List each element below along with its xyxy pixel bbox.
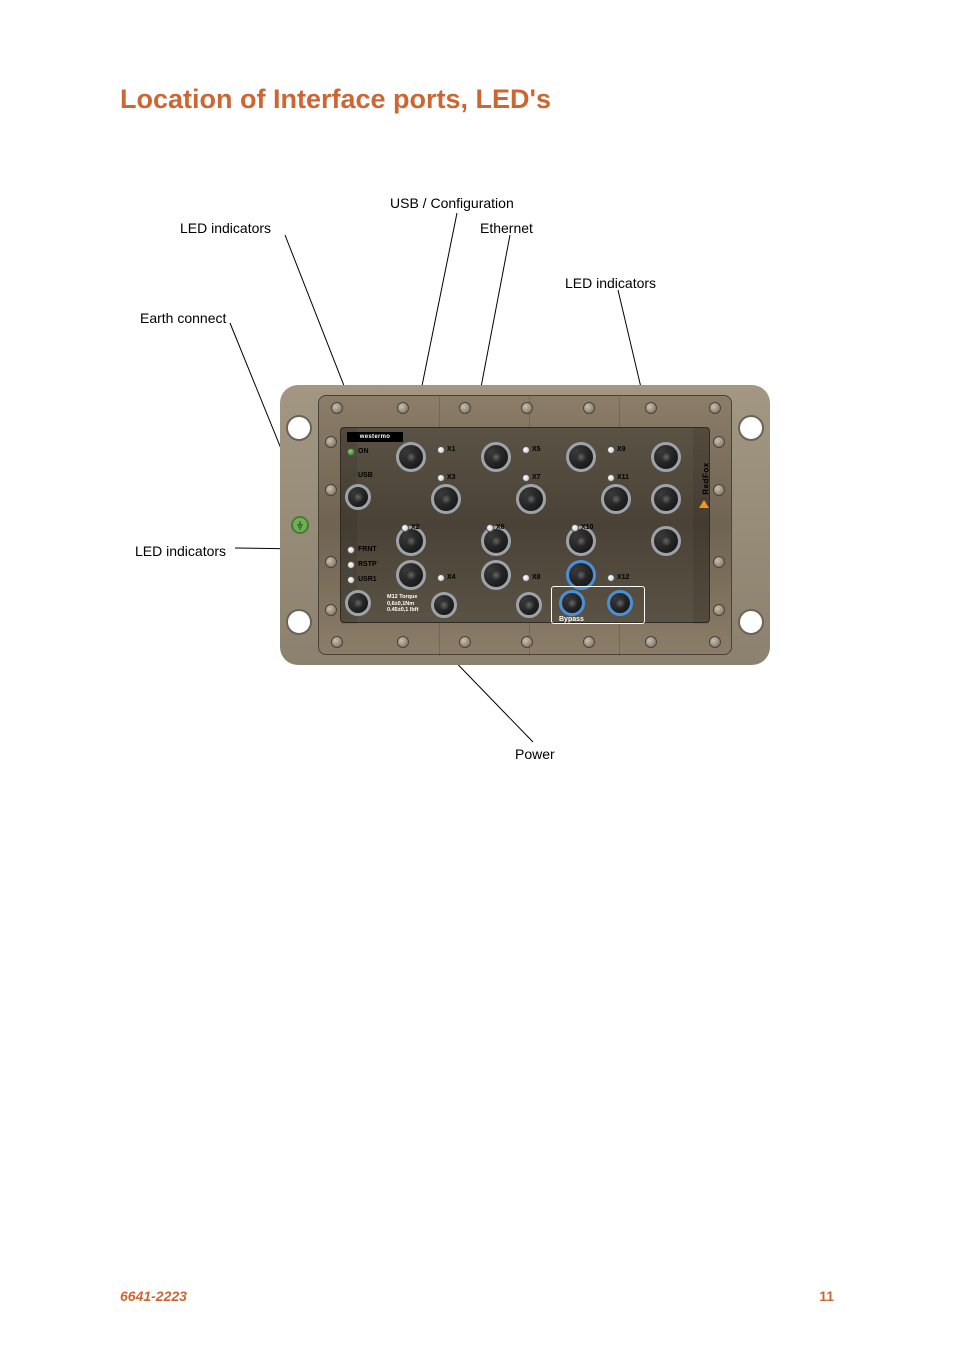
- label-x6: X6: [496, 524, 505, 531]
- bezel-screw: [331, 402, 343, 414]
- bezel-screw: [459, 636, 471, 648]
- led-x4: [437, 574, 445, 582]
- label-x5: X5: [532, 446, 541, 453]
- port-x8-group: [481, 560, 511, 590]
- callout-led-right: LED indicators: [565, 275, 656, 291]
- led-on: [347, 448, 355, 456]
- mount-hole-br: [738, 609, 764, 635]
- led-on-label: ON: [358, 448, 369, 455]
- bezel-screw: [459, 402, 471, 414]
- led-x11: [607, 474, 615, 482]
- led-usb-label: USB: [358, 472, 373, 479]
- callout-led-left: LED indicators: [135, 543, 226, 559]
- port-r3c4: [651, 526, 681, 556]
- led-usr1: [347, 576, 355, 584]
- bezel-screw: [521, 636, 533, 648]
- callout-power: Power: [515, 746, 555, 762]
- port-x5-group: [481, 442, 511, 472]
- bezel-screw: [325, 436, 337, 448]
- bezel-screw: [713, 556, 725, 568]
- port-x1-group: [396, 442, 426, 472]
- bezel-screw: [521, 402, 533, 414]
- label-x12: X12: [617, 574, 629, 581]
- device: westermo ON USB FRNT RSTP USR1 M12 Torqu…: [280, 385, 770, 665]
- label-x4: X4: [447, 574, 456, 581]
- bezel-screw: [645, 402, 657, 414]
- bezel-screw: [645, 636, 657, 648]
- led-x12: [607, 574, 615, 582]
- port-r2c4: [651, 484, 681, 514]
- led-x8: [522, 574, 530, 582]
- usb-port: [345, 484, 371, 510]
- led-usr1-label: USR1: [358, 576, 377, 583]
- port-p2: [516, 592, 542, 618]
- led-x1: [437, 446, 445, 454]
- bezel-screw: [709, 636, 721, 648]
- page-title: Location of Interface ports, LED's: [120, 84, 834, 115]
- mount-hole-tr: [738, 415, 764, 441]
- bezel-screw: [325, 484, 337, 496]
- mount-hole-tl: [286, 415, 312, 441]
- bezel-screw: [325, 556, 337, 568]
- port-p1: [431, 592, 457, 618]
- led-x2: [401, 524, 409, 532]
- port-b1: [559, 590, 585, 616]
- led-x9: [607, 446, 615, 454]
- callout-earth: Earth connect: [140, 310, 226, 326]
- led-x7: [522, 474, 530, 482]
- bezel-screw: [397, 402, 409, 414]
- mount-hole-bl: [286, 609, 312, 635]
- led-rstp: [347, 561, 355, 569]
- bezel-screw: [331, 636, 343, 648]
- bezel-screw: [583, 402, 595, 414]
- label-x2: X2: [411, 524, 420, 531]
- led-frnt: [347, 546, 355, 554]
- label-x8: X8: [532, 574, 541, 581]
- page-number: 11: [819, 1288, 834, 1304]
- port-x4-group: [396, 560, 426, 590]
- redfox-triangle-icon: [699, 500, 709, 508]
- port-x7-group: [516, 484, 546, 514]
- label-x10: X10: [581, 524, 593, 531]
- callout-ethernet: Ethernet: [480, 220, 533, 236]
- label-x1: X1: [447, 446, 456, 453]
- label-x11: X11: [617, 474, 629, 481]
- bezel-screw: [397, 636, 409, 648]
- callout-led-top: LED indicators: [180, 220, 271, 236]
- redfox-badge: RedFox: [697, 444, 711, 508]
- led-rstp-label: RSTP: [358, 561, 377, 568]
- led-x5: [522, 446, 530, 454]
- bezel-screw: [325, 604, 337, 616]
- brand-logo: westermo: [347, 432, 403, 442]
- port-b2: [607, 590, 633, 616]
- led-x10: [571, 524, 579, 532]
- bezel-screw: [713, 436, 725, 448]
- bezel-screw: [583, 636, 595, 648]
- led-x6: [486, 524, 494, 532]
- torque-text: M12 Torque 0,6±0,1Nm 0.45±0,1 lbft: [387, 594, 418, 614]
- diagram-container: USB / Configuration LED indicators Ether…: [120, 165, 834, 845]
- port-x3-group: [431, 484, 461, 514]
- device-face: westermo ON USB FRNT RSTP USR1 M12 Torqu…: [340, 427, 710, 623]
- port-x9-group: [566, 442, 596, 472]
- doc-number: 6641-2223: [120, 1288, 187, 1304]
- page-footer: 6641-2223 11: [120, 1288, 834, 1304]
- label-x3: X3: [447, 474, 456, 481]
- callout-usb: USB / Configuration: [390, 195, 514, 211]
- bezel-screw: [713, 484, 725, 496]
- label-x7: X7: [532, 474, 541, 481]
- power-port: [345, 590, 371, 616]
- label-x9: X9: [617, 446, 626, 453]
- port-r1c4: [651, 442, 681, 472]
- bezel-screw: [709, 402, 721, 414]
- led-frnt-label: FRNT: [358, 546, 377, 553]
- earth-connect-icon: [291, 516, 309, 534]
- port-x11-group: [601, 484, 631, 514]
- bezel-screw: [713, 604, 725, 616]
- bypass-label: Bypass: [559, 616, 584, 623]
- led-x3: [437, 474, 445, 482]
